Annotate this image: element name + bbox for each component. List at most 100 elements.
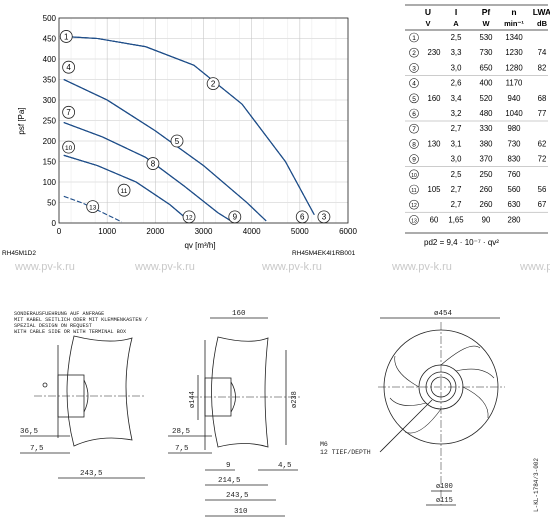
table-cell: 480 (479, 109, 493, 118)
curve-label-9: 9 (228, 210, 242, 224)
dim-243-5a: 243,5 (80, 470, 103, 478)
table-cell: 1170 (506, 79, 523, 88)
table-cell: 60 (430, 215, 439, 224)
dim-36-5: 36,5 (20, 428, 39, 436)
curve-label-text: 11 (121, 188, 128, 195)
side-view-left: 36,5 7,5 243,5 (20, 335, 145, 479)
row-id-circle (409, 63, 419, 73)
chart-source-right: RH45M4EK4I1RB001 (292, 250, 356, 257)
table-cell: 2,6 (451, 79, 462, 88)
table-cell: 56 (538, 185, 547, 194)
curve-label-text: 1 (64, 32, 69, 41)
dim-115: ø115 (436, 497, 453, 505)
performance-curves (63, 35, 315, 223)
y-tick-label: 200 (43, 137, 57, 146)
x-tick-label: 6000 (339, 227, 357, 236)
table-cell: 68 (538, 94, 547, 103)
table-cell: 830 (507, 155, 521, 164)
table-cell: 90 (482, 215, 491, 224)
dim-238: ø238 (291, 391, 299, 408)
row-id: 7 (412, 126, 416, 133)
x-tick-label: 5000 (291, 227, 309, 236)
table-cell: 3,4 (451, 94, 463, 103)
table-cell: 630 (507, 200, 521, 209)
row-id: 11 (411, 188, 416, 194)
table-cell: 260 (479, 185, 493, 194)
table-cell: 730 (479, 48, 493, 57)
front-view-right: ø454 M6 12 TIEF/DEPTH ø100 ø115 L-KL-178… (320, 310, 540, 512)
dim-214-5: 214,5 (218, 477, 241, 485)
curve-5 (63, 79, 267, 222)
table-cell: 380 (479, 139, 493, 148)
row-id: 13 (411, 218, 417, 224)
curve-label-7: 7 (62, 105, 76, 119)
table-cell: 2,5 (451, 33, 463, 42)
table-row: 12 2,7 260 630 67 (409, 199, 546, 210)
y-axis-label: psf [Pa] (17, 107, 26, 134)
chart-source-left: RH45M1D2 (2, 250, 36, 257)
table-cell: 400 (479, 79, 493, 88)
table-cell: 760 (507, 170, 521, 179)
curve-label-8: 8 (146, 157, 160, 170)
table-cell: 1340 (505, 33, 523, 42)
table-unit: W (482, 19, 490, 28)
table-cell: 160 (427, 94, 441, 103)
dim-28-5: 28,5 (172, 428, 191, 436)
table-cell: 130 (427, 139, 441, 148)
watermark: www.pv-k.ru www.pv-k.ru www.pv-k.ru www.… (14, 261, 550, 273)
impeller-outline-left (66, 335, 133, 447)
curve-label-text: 9 (233, 213, 238, 222)
table-cell: 980 (507, 124, 521, 133)
table-cell: 520 (479, 94, 493, 103)
curve-label-circle (62, 140, 76, 154)
y-tick-labels: 0 50 100 150 200 250 300 350 400 450 500 (43, 14, 57, 228)
curve-6 (63, 79, 267, 222)
formula: pd2 = 9,4 · 10⁻⁷ · qv² (424, 238, 499, 247)
curve-label-text: 5 (175, 137, 180, 146)
table-cell: 3,1 (451, 139, 462, 148)
x-tick-label: 1000 (98, 227, 116, 236)
x-tick-labels: 0 1000 2000 3000 4000 5000 6000 (57, 227, 358, 236)
table-cell: 940 (507, 94, 521, 103)
bolt-left (42, 382, 48, 388)
drawing-number: L-KL-1784/3-002 (533, 458, 540, 512)
table-cell: 230 (427, 48, 441, 57)
curve-label-circle (228, 210, 242, 224)
row-id-circle (409, 93, 419, 104)
table-unit: dB (537, 19, 548, 28)
y-tick-label: 100 (43, 178, 57, 187)
table-lines (405, 4, 548, 234)
table-row: 8 130 3,1 380 730 62 (409, 139, 546, 149)
table-cell: 77 (538, 109, 547, 118)
impeller-outline-middle (211, 336, 269, 448)
y-tick-label: 300 (43, 96, 57, 105)
spec-table: UV IA Pf Wn min⁻¹ LWA dB 1 2,5 530 1340 2 230 3,3 730… (405, 4, 550, 247)
row-id: 3 (412, 65, 416, 72)
curve-4 (63, 79, 267, 222)
curve-label-text: 8 (151, 159, 156, 168)
y-tick-label: 0 (52, 219, 57, 228)
table-cell: 1,65 (448, 215, 464, 224)
row-id: 1 (412, 35, 416, 42)
curve-label-circle (62, 105, 76, 119)
table-cell: 370 (479, 155, 493, 164)
fan-performance-chart: 0 50 100 150 200 250 300 350 400 450 500 0 1000 2000… (2, 14, 357, 257)
dim-243-5b: 243,5 (226, 492, 249, 500)
table-row: 2 230 3,3 730 1230 74 (409, 47, 547, 58)
curve-label-text: 7 (66, 108, 71, 117)
curve-label-13: 13 (86, 200, 100, 214)
table-row: 1 2,5 530 1340 (409, 32, 523, 43)
table-header: n (511, 7, 516, 17)
row-id: 9 (412, 157, 416, 164)
table-row: 9 3,0 370 830 72 (409, 154, 546, 164)
table-header: I (455, 7, 457, 17)
row-id-circle (409, 215, 419, 225)
thread-label: M6 (320, 441, 328, 448)
table-row: 10 2,5 250 760 (409, 169, 521, 180)
table-header: Pf (482, 7, 491, 17)
curve-label-circle (317, 210, 331, 224)
row-id-circle (409, 169, 419, 180)
table-cell: 1230 (505, 48, 523, 57)
table-cell: 260 (479, 200, 493, 209)
curve-label-11: 11 (117, 183, 131, 197)
